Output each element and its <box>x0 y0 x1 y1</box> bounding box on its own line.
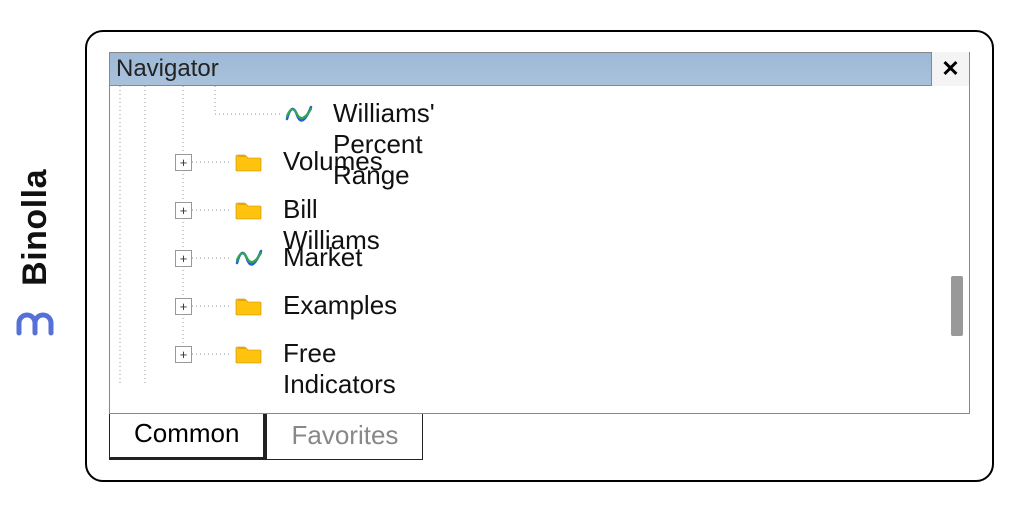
expand-icon[interactable]: + <box>175 250 192 267</box>
brand-name: Binolla <box>16 169 55 286</box>
folder-icon <box>235 151 263 178</box>
tree-item-label: Volumes <box>283 146 383 177</box>
tab-favorites[interactable]: Favorites <box>266 411 423 460</box>
panel-title-bar: Navigator ✕ <box>109 52 970 86</box>
indicator-icon <box>285 103 313 130</box>
tree-item-label: Examples <box>283 290 397 321</box>
tab-common[interactable]: Common <box>109 409 266 460</box>
tree-view[interactable]: Williams' Percent Range+Volumes+Bill Wil… <box>109 86 970 414</box>
panel-title: Navigator <box>110 52 931 86</box>
expand-icon[interactable]: + <box>175 346 192 363</box>
indicator-icon <box>235 247 263 274</box>
expand-icon[interactable]: + <box>175 154 192 171</box>
expand-icon[interactable]: + <box>175 298 192 315</box>
tree-item-label: Free Indicators <box>283 338 396 400</box>
tab-bar: CommonFavorites <box>109 414 970 460</box>
tree-item-label: Market <box>283 242 362 273</box>
close-button[interactable]: ✕ <box>931 52 969 86</box>
expand-icon[interactable]: + <box>175 202 192 219</box>
brand-sidebar: Binolla <box>0 0 70 512</box>
scrollbar-thumb[interactable] <box>951 276 963 336</box>
tree-item-label: Williams' Percent Range <box>333 98 435 191</box>
folder-icon <box>235 343 263 370</box>
brand-logo-icon <box>13 299 57 343</box>
folder-icon <box>235 295 263 322</box>
navigator-panel: Navigator ✕ Williams' Percent Range + Volu… <box>85 30 994 482</box>
folder-icon <box>235 199 263 226</box>
